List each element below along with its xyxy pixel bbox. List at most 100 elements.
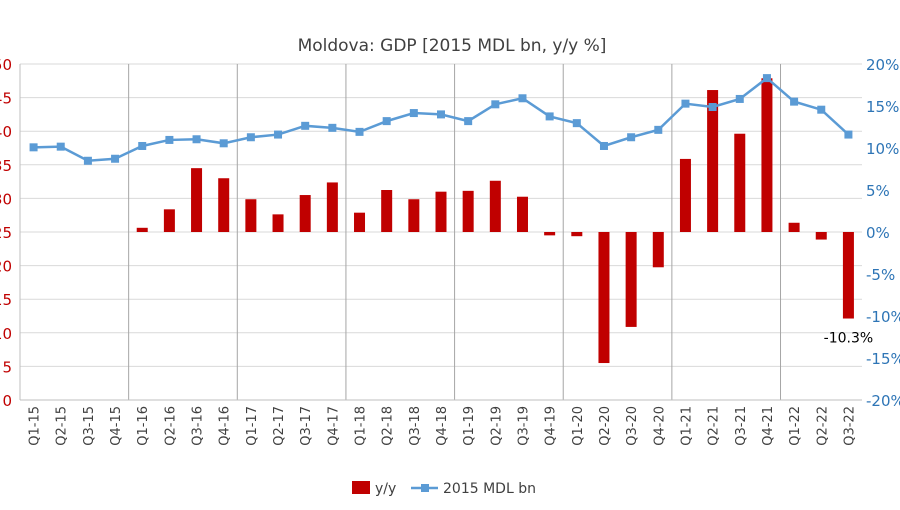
point-Q1-21	[681, 99, 690, 108]
point-Q2-22	[817, 105, 826, 114]
x-tick-label: Q1-21	[679, 406, 694, 446]
bar-Q2-22	[815, 232, 827, 240]
point-Q3-22	[844, 130, 853, 139]
data-label: -10.3%	[824, 331, 874, 347]
x-tick-label: Q2-19	[489, 406, 504, 446]
right-tick-label: -20%	[866, 392, 900, 410]
x-tick-label: Q1-22	[788, 406, 803, 446]
right-tick-label: -10%	[866, 308, 900, 326]
bar-Q1-22	[788, 222, 800, 232]
bar-Q4-18	[435, 191, 447, 232]
point-Q1-16	[138, 141, 147, 150]
right-tick-label: 15%	[866, 98, 899, 116]
point-Q3-17	[301, 121, 310, 130]
x-axis: Q1-15 Q2-15 Q3-15 Q4-15 Q1-16 Q2-16 Q3-16 Q4-16…	[20, 399, 862, 446]
left-tick-label: 40	[0, 123, 12, 141]
left-tick-label: 45	[0, 90, 12, 108]
bar-Q3-22	[842, 232, 854, 319]
left-tick-label: 50	[0, 56, 12, 74]
x-tick-label: Q3-16	[191, 406, 206, 446]
bar-Q2-18	[381, 190, 393, 232]
x-tick-label: Q1-16	[136, 406, 151, 446]
x-tick-label: Q2-21	[707, 406, 722, 446]
right-tick-label: 20%	[866, 56, 899, 74]
x-tick-label: Q4-18	[435, 406, 450, 446]
x-tick-label: Q4-21	[761, 406, 776, 446]
bar-Q4-21	[761, 78, 773, 232]
point-Q1-18	[355, 127, 364, 136]
point-Q2-20	[599, 141, 608, 150]
x-tick-label: Q2-22	[815, 406, 830, 446]
left-tick-label: 20	[0, 258, 12, 276]
bar-Q3-17	[299, 195, 311, 232]
point-Q4-16	[219, 139, 228, 148]
legend: y/y 2015 MDL bn	[352, 481, 536, 497]
point-Q3-21	[735, 94, 744, 103]
right-tick-label: -15%	[866, 350, 900, 368]
point-Q2-17	[274, 130, 283, 139]
x-tick-label: Q3-15	[82, 406, 97, 446]
x-tick-label: Q2-16	[163, 406, 178, 446]
x-tick-label: Q4-15	[109, 406, 124, 446]
bar-Q3-16	[191, 168, 203, 232]
point-Q1-22	[790, 97, 799, 106]
bar-Q4-16	[218, 178, 230, 232]
x-tick-label: Q3-21	[734, 406, 749, 446]
bar-Q3-20	[625, 232, 637, 327]
bar-Q2-17	[272, 214, 284, 232]
x-tick-label: Q4-17	[326, 406, 341, 446]
left-tick-label: 30	[0, 190, 12, 208]
annotations: -10.3%	[824, 331, 874, 347]
point-Q4-19	[545, 112, 554, 121]
bar-Q1-18	[354, 212, 366, 232]
left-tick-label: 35	[0, 157, 12, 175]
right-tick-label: -5%	[866, 266, 895, 284]
bar-Q3-21	[734, 133, 746, 232]
point-Q1-15	[29, 143, 38, 152]
point-Q4-18	[437, 110, 445, 119]
chart-title: Moldova: GDP [2015 MDL bn, y/y %]	[298, 36, 607, 56]
x-tick-label: Q3-22	[842, 406, 857, 446]
x-tick-label: Q2-18	[381, 406, 396, 446]
bar-Q2-20	[598, 232, 610, 364]
bar-Q1-17	[245, 199, 257, 232]
bar-Q4-19	[544, 232, 556, 236]
point-Q3-18	[409, 109, 418, 118]
right-tick-label: 10%	[866, 140, 899, 158]
x-tick-label: Q3-17	[299, 406, 314, 446]
bar-Q2-19	[489, 180, 501, 232]
bar-Q4-20	[652, 232, 664, 268]
bar-Q1-19	[462, 190, 474, 232]
right-tick-label: 0%	[866, 224, 890, 242]
legend-label-yy: y/y	[375, 481, 396, 497]
bar-Q2-21	[707, 90, 719, 232]
point-Q4-20	[654, 125, 663, 134]
x-tick-label: Q1-19	[462, 406, 477, 446]
x-tick-label: Q1-17	[245, 406, 260, 446]
x-tick-label: Q4-16	[218, 406, 233, 446]
point-Q2-19	[491, 100, 500, 109]
bar-series-yy	[136, 78, 854, 364]
bar-Q1-20	[571, 232, 583, 237]
legend-swatch-yy	[352, 481, 370, 494]
left-tick-label: 25	[0, 224, 12, 242]
bar-Q4-17	[326, 182, 338, 232]
right-axis: 20% 15% 10% 5% 0% -5% -10% -15% -20%	[866, 56, 900, 410]
x-tick-label: Q3-18	[408, 406, 423, 446]
point-Q3-20	[627, 133, 636, 142]
x-tick-label: Q1-18	[354, 406, 369, 446]
gdp-line	[33, 76, 850, 163]
bar-Q2-16	[163, 209, 175, 232]
x-tick-label: Q2-15	[55, 406, 70, 446]
point-Q1-19	[464, 117, 473, 126]
point-Q4-17	[328, 123, 337, 132]
point-Q2-21	[708, 103, 717, 112]
left-tick-label: 0	[2, 392, 12, 410]
right-tick-label: 5%	[866, 182, 890, 200]
left-axis: 50454035302520151050	[0, 56, 21, 410]
point-Q1-20	[572, 119, 581, 128]
line-series-gdp	[29, 74, 853, 165]
x-tick-label: Q3-20	[625, 406, 640, 446]
point-Q2-18	[382, 117, 391, 126]
